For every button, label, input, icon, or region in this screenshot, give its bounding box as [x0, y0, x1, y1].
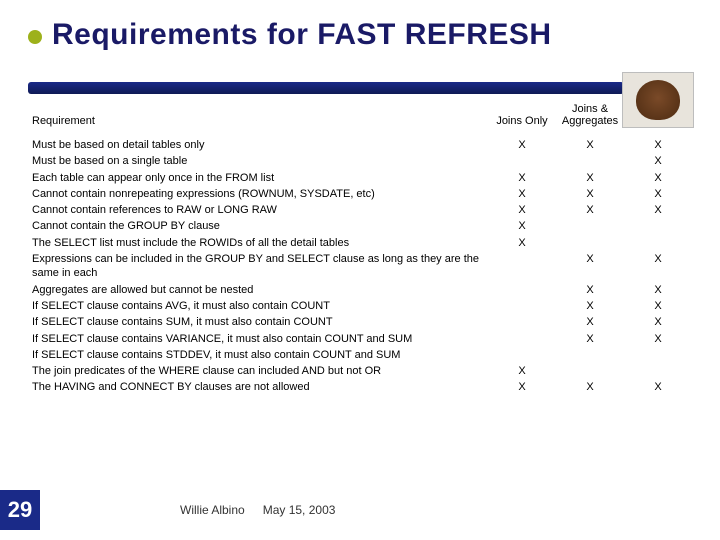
- cell-mark: X: [624, 298, 692, 314]
- cell-mark: X: [556, 331, 624, 347]
- cell-mark: X: [488, 202, 556, 218]
- decorative-cartoon-image: [622, 72, 694, 128]
- cell-mark: X: [488, 186, 556, 202]
- cell-mark: X: [624, 202, 692, 218]
- requirements-table: Requirement Joins Only Joins & Aggregate…: [28, 100, 692, 396]
- cell-mark: X: [624, 251, 692, 282]
- cell-mark: [488, 251, 556, 282]
- table-row: The join predicates of the WHERE clause …: [28, 363, 692, 379]
- table-row: Cannot contain nonrepeating expressions …: [28, 186, 692, 202]
- table-row: If SELECT clause contains VARIANCE, it m…: [28, 331, 692, 347]
- col-header-joins-only: Joins Only: [488, 100, 556, 137]
- cell-requirement: Cannot contain the GROUP BY clause: [28, 218, 488, 234]
- table-row: The SELECT list must include the ROWIDs …: [28, 235, 692, 251]
- cell-mark: X: [556, 186, 624, 202]
- cell-mark: X: [488, 218, 556, 234]
- col-header-joins-aggregates: Joins & Aggregates: [556, 100, 624, 137]
- cell-requirement: The SELECT list must include the ROWIDs …: [28, 235, 488, 251]
- cell-mark: [556, 218, 624, 234]
- cell-mark: [488, 298, 556, 314]
- cell-requirement: If SELECT clause contains SUM, it must a…: [28, 314, 488, 330]
- footer-author: Willie Albino: [180, 503, 245, 517]
- cell-mark: [556, 347, 624, 363]
- col-header-requirement: Requirement: [28, 100, 488, 137]
- slide-container: Requirements for FAST REFRESH Requiremen…: [0, 0, 720, 540]
- cell-mark: [556, 153, 624, 169]
- cell-mark: X: [624, 379, 692, 395]
- cell-mark: X: [624, 331, 692, 347]
- cell-mark: [624, 347, 692, 363]
- footer-date: May 15, 2003: [263, 503, 336, 517]
- cell-mark: X: [556, 314, 624, 330]
- cell-mark: [556, 235, 624, 251]
- cell-mark: [488, 331, 556, 347]
- cell-mark: [488, 314, 556, 330]
- cell-mark: X: [624, 186, 692, 202]
- slide-title: Requirements for FAST REFRESH: [52, 18, 552, 52]
- cell-requirement: If SELECT clause contains AVG, it must a…: [28, 298, 488, 314]
- cell-mark: X: [488, 170, 556, 186]
- table-row: Cannot contain the GROUP BY clauseX: [28, 218, 692, 234]
- table-row: Aggregates are allowed but cannot be nes…: [28, 282, 692, 298]
- cell-mark: X: [488, 137, 556, 153]
- table-row: Expressions can be included in the GROUP…: [28, 251, 692, 282]
- cell-mark: X: [488, 235, 556, 251]
- cell-mark: [624, 363, 692, 379]
- table-row: If SELECT clause contains STDDEV, it mus…: [28, 347, 692, 363]
- table-row: If SELECT clause contains AVG, it must a…: [28, 298, 692, 314]
- cell-requirement: If SELECT clause contains STDDEV, it mus…: [28, 347, 488, 363]
- cell-mark: [488, 153, 556, 169]
- table-body: Must be based on detail tables onlyXXXMu…: [28, 137, 692, 396]
- cell-mark: X: [556, 298, 624, 314]
- cell-requirement: Each table can appear only once in the F…: [28, 170, 488, 186]
- cell-mark: X: [624, 153, 692, 169]
- cell-requirement: Aggregates are allowed but cannot be nes…: [28, 282, 488, 298]
- cell-mark: [624, 218, 692, 234]
- cell-mark: X: [556, 202, 624, 218]
- title-row: Requirements for FAST REFRESH: [28, 18, 692, 52]
- cell-requirement: Must be based on a single table: [28, 153, 488, 169]
- cell-mark: [556, 363, 624, 379]
- table-row: Must be based on a single table X: [28, 153, 692, 169]
- slide-footer: 29 Willie Albino May 15, 2003: [0, 490, 720, 530]
- cell-mark: [488, 282, 556, 298]
- tasmanian-devil-icon: [636, 80, 680, 120]
- table-row: Cannot contain references to RAW or LONG…: [28, 202, 692, 218]
- table-row: Each table can appear only once in the F…: [28, 170, 692, 186]
- cell-mark: X: [556, 137, 624, 153]
- slide-number: 29: [0, 490, 40, 530]
- cell-requirement: The join predicates of the WHERE clause …: [28, 363, 488, 379]
- cell-mark: [624, 235, 692, 251]
- cell-mark: X: [488, 363, 556, 379]
- table-row: The HAVING and CONNECT BY clauses are no…: [28, 379, 692, 395]
- table-row: If SELECT clause contains SUM, it must a…: [28, 314, 692, 330]
- cell-mark: X: [556, 282, 624, 298]
- cell-requirement: The HAVING and CONNECT BY clauses are no…: [28, 379, 488, 395]
- cell-mark: X: [624, 170, 692, 186]
- cell-mark: X: [556, 379, 624, 395]
- footer-text: Willie Albino May 15, 2003: [180, 503, 335, 517]
- table-row: Must be based on detail tables onlyXXX: [28, 137, 692, 153]
- cell-requirement: If SELECT clause contains VARIANCE, it m…: [28, 331, 488, 347]
- table-header-row: Requirement Joins Only Joins & Aggregate…: [28, 100, 692, 137]
- cell-mark: X: [556, 170, 624, 186]
- table-header: Requirement Joins Only Joins & Aggregate…: [28, 100, 692, 137]
- cell-mark: X: [624, 137, 692, 153]
- cell-mark: X: [624, 314, 692, 330]
- cell-requirement: Cannot contain nonrepeating expressions …: [28, 186, 488, 202]
- cell-requirement: Cannot contain references to RAW or LONG…: [28, 202, 488, 218]
- cell-mark: [488, 347, 556, 363]
- cell-requirement: Must be based on detail tables only: [28, 137, 488, 153]
- requirements-table-wrap: Requirement Joins Only Joins & Aggregate…: [28, 100, 692, 396]
- bullet-icon: [28, 30, 42, 44]
- cell-requirement: Expressions can be included in the GROUP…: [28, 251, 488, 282]
- title-underline: [28, 82, 624, 94]
- cell-mark: X: [556, 251, 624, 282]
- cell-mark: X: [488, 379, 556, 395]
- cell-mark: X: [624, 282, 692, 298]
